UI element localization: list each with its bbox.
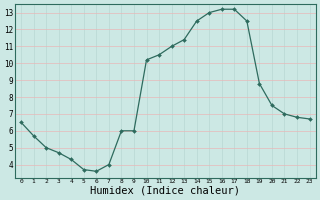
X-axis label: Humidex (Indice chaleur): Humidex (Indice chaleur) — [90, 186, 240, 196]
